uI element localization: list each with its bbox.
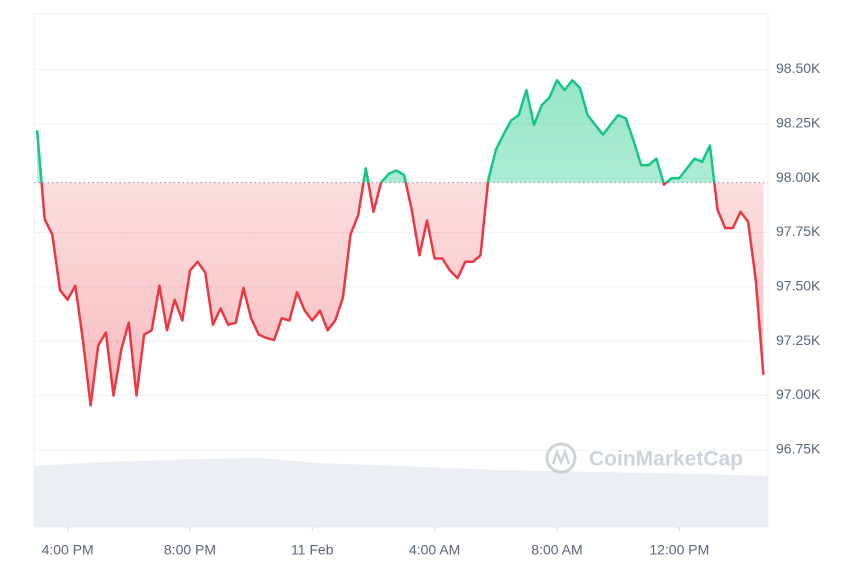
price-line-down xyxy=(40,182,765,407)
watermark: CoinMarketCap xyxy=(545,442,743,474)
x-tick-label: 12:00 PM xyxy=(649,542,709,558)
y-tick-label: 98.00K xyxy=(776,169,821,185)
y-tick-label: 98.25K xyxy=(776,114,821,130)
y-tick-label: 97.75K xyxy=(776,223,821,239)
watermark-text: CoinMarketCap xyxy=(589,448,743,471)
x-tick-label: 8:00 PM xyxy=(164,542,216,558)
y-tick-label: 97.25K xyxy=(776,332,821,348)
y-tick-label: 97.50K xyxy=(776,278,821,294)
x-tick-label: 8:00 AM xyxy=(531,542,582,558)
plot xyxy=(34,79,768,407)
area-up xyxy=(37,80,715,183)
volume-band xyxy=(34,458,768,527)
y-tick-label: 97.00K xyxy=(776,386,821,402)
y-tick-label: 96.75K xyxy=(776,441,821,457)
x-tick-label: 11 Feb xyxy=(291,542,334,558)
x-tick-label: 4:00 PM xyxy=(42,542,94,558)
x-tick-label: 4:00 AM xyxy=(409,542,460,558)
area-down xyxy=(37,182,764,406)
y-tick-label: 98.50K xyxy=(776,60,821,76)
price-line-up xyxy=(35,79,716,183)
